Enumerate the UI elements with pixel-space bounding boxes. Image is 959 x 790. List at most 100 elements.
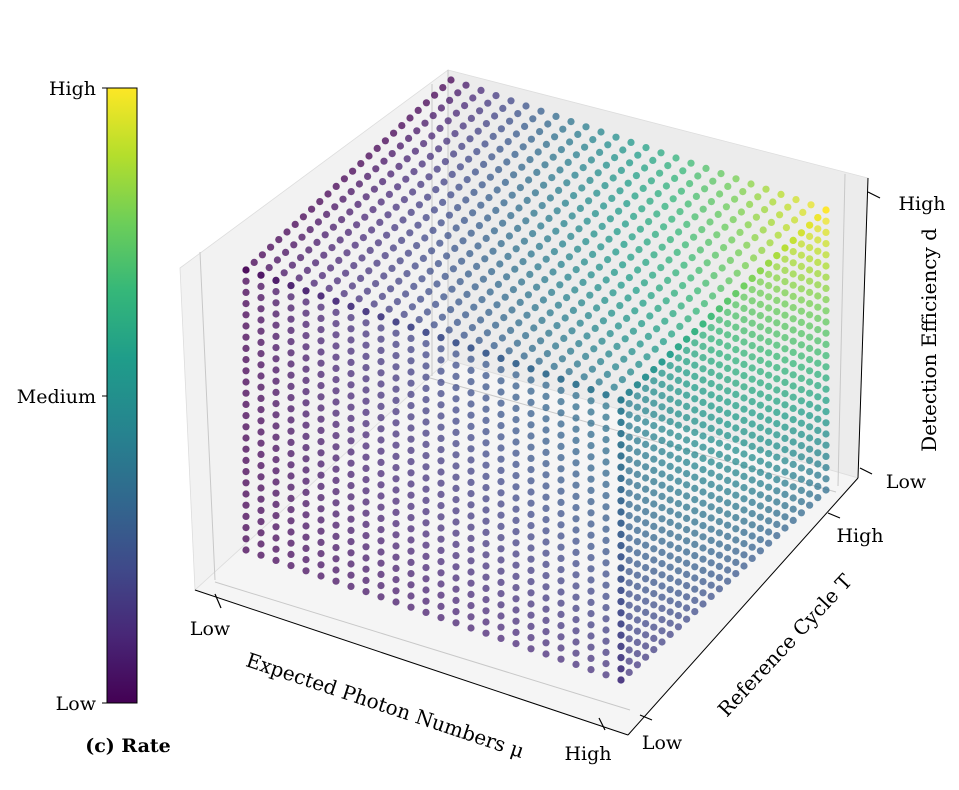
scatter-point — [666, 451, 674, 459]
scatter-point — [797, 352, 806, 360]
scatter-point — [691, 451, 699, 459]
scatter-point — [639, 184, 647, 192]
scatter-point — [559, 240, 567, 248]
scatter-point — [602, 525, 610, 533]
scatter-point — [666, 384, 674, 392]
scatter-point — [273, 256, 281, 264]
scatter-point — [699, 600, 707, 608]
scatter-point — [454, 89, 462, 97]
scatter-point — [765, 394, 773, 402]
scatter-point — [650, 612, 658, 620]
scatter-point — [306, 226, 314, 234]
scatter-point — [542, 404, 550, 412]
scatter-point — [822, 307, 830, 315]
scatter-point — [665, 256, 673, 264]
scatter-point — [447, 306, 455, 314]
scatter-point — [287, 427, 295, 435]
scatter-point — [422, 564, 430, 572]
scatter-point — [650, 455, 658, 463]
scatter-point — [765, 506, 773, 514]
scatter-point — [606, 330, 614, 338]
scatter-point — [696, 246, 705, 254]
scatter-point — [797, 363, 806, 371]
scatter-point — [814, 482, 822, 490]
scatter-point — [822, 385, 830, 393]
scatter-point — [677, 187, 686, 195]
scatter-point — [500, 314, 508, 322]
scatter-point — [287, 483, 295, 491]
scatter-point — [658, 425, 666, 433]
scatter-point — [666, 574, 674, 583]
scatter-point — [475, 222, 483, 230]
scatter-point — [806, 456, 814, 464]
scatter-point — [722, 203, 731, 211]
scatter-point — [542, 471, 550, 479]
scatter-point — [773, 263, 781, 271]
scatter-point — [407, 536, 415, 544]
scatter-point — [609, 174, 617, 182]
scatter-point — [347, 470, 355, 478]
scatter-point — [683, 514, 691, 523]
scatter-point — [497, 466, 505, 474]
scatter-point — [402, 175, 410, 183]
scatter-point — [287, 461, 295, 469]
scatter-point — [520, 237, 529, 245]
scatter-point — [332, 387, 340, 395]
scatter-point — [587, 397, 595, 405]
scatter-point — [604, 256, 612, 264]
scatter-point — [407, 502, 415, 510]
scatter-point — [542, 415, 550, 423]
scatter-point — [332, 465, 340, 473]
scatter-point — [347, 381, 355, 389]
scatter-point — [504, 252, 512, 260]
scatter-point — [280, 269, 288, 277]
scatter-point — [649, 271, 657, 279]
scatter-point — [377, 470, 385, 478]
scatter-point — [242, 378, 250, 386]
scatter-point — [617, 575, 625, 583]
scatter-point — [364, 172, 372, 180]
scatter-point — [769, 198, 777, 206]
scatter-point — [527, 443, 535, 451]
scatter-point — [724, 308, 732, 316]
scatter-point — [272, 355, 280, 363]
scatter-point — [715, 350, 724, 358]
scatter-point — [482, 484, 490, 492]
scatter-point — [512, 404, 520, 412]
scatter-point — [422, 496, 430, 504]
scatter-point — [572, 436, 580, 444]
scatter-point — [587, 486, 595, 494]
scatter-point — [431, 91, 439, 99]
scatter-point — [806, 344, 814, 352]
scatter-point — [476, 107, 484, 115]
scatter-point — [740, 484, 748, 492]
scatter-point — [789, 248, 797, 256]
scatter-point — [242, 300, 250, 308]
z-axis-label: Detection Efficiency d — [917, 228, 941, 452]
scatter-point — [756, 502, 765, 510]
scatter-point — [462, 81, 470, 89]
scatter-point — [482, 439, 490, 447]
scatter-point — [587, 271, 595, 279]
scatter-point — [617, 281, 625, 289]
scatter-point — [617, 676, 625, 684]
scatter-point — [797, 307, 806, 315]
scatter-point — [310, 279, 318, 287]
scatter-point — [392, 475, 400, 483]
scatter-point — [452, 372, 460, 380]
scatter-point — [433, 280, 441, 288]
scatter-point — [797, 262, 806, 270]
scatter-point — [668, 215, 676, 223]
scatter-point — [695, 266, 703, 274]
scatter-point — [545, 214, 553, 222]
scatter-point — [651, 230, 660, 238]
scatter-point — [317, 449, 325, 457]
scatter-point — [781, 390, 789, 398]
x-tick-high: High — [564, 743, 611, 765]
scatter-point — [377, 514, 385, 523]
scatter-point — [422, 384, 430, 392]
scatter-point — [507, 326, 515, 334]
scatter-point — [748, 375, 756, 383]
scatter-point — [660, 223, 668, 231]
scatter-point — [383, 231, 391, 239]
